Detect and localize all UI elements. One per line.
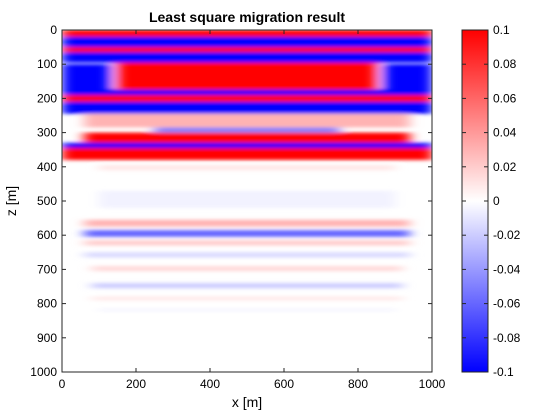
heatmap-band-17: [84, 219, 410, 227]
heatmap-band-12: [84, 132, 410, 143]
heatmap-band-11: [154, 127, 340, 133]
x-tick-label: 600: [274, 377, 294, 391]
x-axis-ticks: 0 200 400 600 800 1000: [59, 30, 446, 391]
colorbar-tick-label: 0.04: [493, 126, 517, 140]
chart-title: Least square migration result: [149, 9, 345, 25]
colorbar-tick-label: -0.04: [493, 262, 521, 276]
x-tick-label: 200: [126, 377, 146, 391]
colorbar-tick-label: -0.06: [493, 297, 521, 311]
y-tick-label: 1000: [30, 365, 57, 379]
y-tick-label: 400: [37, 160, 57, 174]
colorbar-tick-label: -0.02: [493, 228, 521, 242]
colorbar-tick-label: 0.06: [493, 91, 517, 105]
heatmap-band-2: [62, 47, 432, 53]
heatmap-band-13: [62, 142, 432, 148]
heatmap-band-4: [117, 62, 377, 90]
y-tick-label: 300: [37, 126, 57, 140]
colorbar-ticks: 0.1 0.08 0.06 0.04 0.02 0 -0.02 -0.04 -0.06 -0.08…: [462, 23, 521, 379]
y-tick-label: 500: [37, 194, 57, 208]
y-tick-label: 900: [37, 331, 57, 345]
colorbar: 0.1 0.08 0.06 0.04 0.02 0 -0.02 -0.04 -0.06 -0.08…: [461, 23, 521, 379]
y-tick-label: 600: [37, 228, 57, 242]
colorbar-tick-label: -0.08: [493, 331, 521, 345]
heatmap-band-24: [99, 308, 395, 312]
heatmap-band-19: [84, 240, 410, 246]
heatmap-band-16: [99, 190, 395, 208]
x-tick-label: 400: [200, 377, 220, 391]
y-tick-label: 0: [50, 23, 57, 37]
y-tick-label: 100: [37, 57, 57, 71]
y-axis-ticks: 0 100 200 300 400 500 600 700 800 900 1000: [30, 23, 432, 379]
heatmap-band-8: [62, 94, 432, 102]
x-tick-label: 1000: [419, 377, 446, 391]
colorbar-tick-label: 0.08: [493, 57, 517, 71]
heatmap-band-0: [62, 30, 432, 37]
heatmap-band-1: [62, 36, 432, 48]
plot-area: 0 200 400 600 800 1000 0 100 200 300 400 500 600 700…: [30, 23, 445, 391]
y-tick-label: 700: [37, 262, 57, 276]
x-axis-label: x [m]: [232, 394, 262, 410]
heatmap-band-14: [62, 147, 432, 160]
colorbar-gradient: [462, 30, 488, 372]
heatmap-band-23: [91, 296, 403, 301]
colorbar-tick-label: 0.1: [493, 23, 510, 37]
x-tick-label: 0: [59, 377, 66, 391]
x-tick-label: 800: [348, 377, 368, 391]
colorbar-tick-label: 0.02: [493, 160, 517, 174]
heatmap-band-15: [99, 165, 395, 171]
colorbar-tick-label: 0: [493, 194, 500, 208]
heatmap-band-21: [91, 265, 403, 272]
y-tick-label: 200: [37, 91, 57, 105]
heatmap-band-20: [84, 252, 410, 258]
y-axis-label: z [m]: [3, 186, 19, 216]
heatmap-band-18: [84, 230, 410, 237]
colorbar-tick-label: -0.1: [493, 365, 514, 379]
heatmap-band-3: [62, 52, 432, 63]
heatmap-band-9: [62, 101, 432, 114]
heatmap-band-10: [84, 113, 410, 128]
heatmap-band-22: [91, 283, 403, 289]
heatmap-band-7: [62, 89, 432, 95]
y-tick-label: 800: [37, 297, 57, 311]
heatmap-bands: [62, 30, 432, 312]
